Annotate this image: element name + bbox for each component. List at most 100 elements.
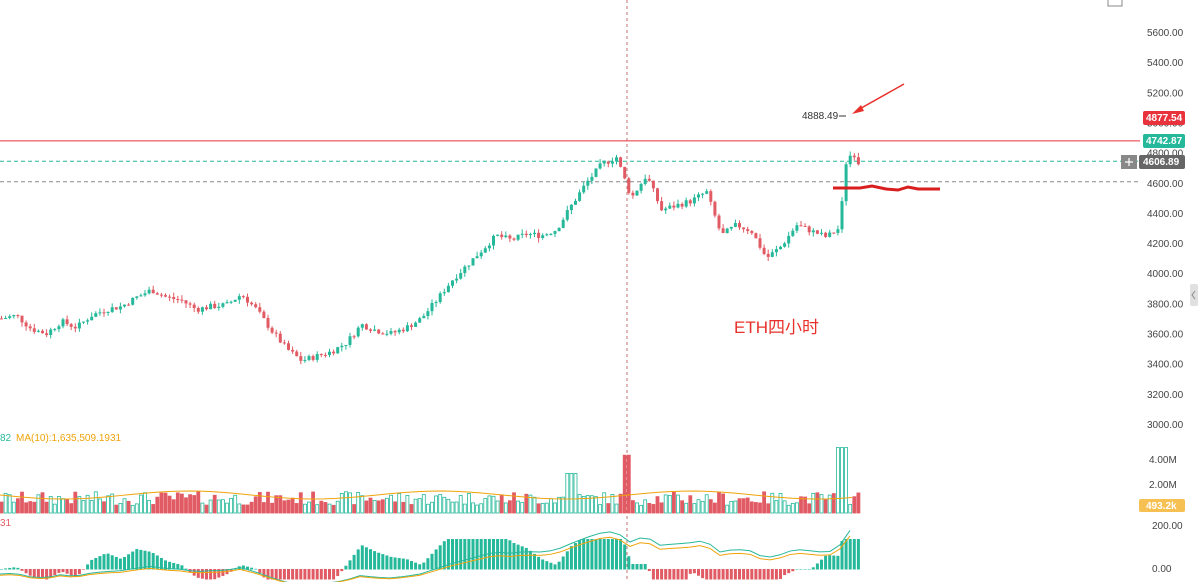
volume-bar bbox=[253, 496, 258, 514]
candle-body bbox=[168, 296, 172, 298]
candle-body bbox=[258, 307, 262, 312]
volume-bar bbox=[52, 503, 57, 514]
macd-bar bbox=[746, 569, 750, 580]
volume-value-tag bbox=[1139, 499, 1185, 512]
volume-bar bbox=[229, 498, 234, 514]
macd-bar bbox=[418, 564, 422, 570]
volume-ma-line bbox=[0, 490, 853, 500]
candle-body bbox=[143, 293, 147, 296]
candle-body bbox=[200, 307, 204, 312]
volume-bar bbox=[680, 500, 684, 514]
macd-bar bbox=[49, 569, 53, 578]
macd-bar bbox=[8, 567, 12, 570]
macd-bar bbox=[557, 561, 561, 570]
macd-bar bbox=[20, 569, 24, 571]
candle-body bbox=[69, 324, 73, 327]
volume-bar bbox=[466, 493, 471, 514]
volume-bar bbox=[413, 498, 418, 514]
volume-bar bbox=[307, 501, 311, 514]
volume-bar bbox=[401, 501, 406, 514]
volume-bar bbox=[114, 504, 119, 514]
candle-body bbox=[274, 332, 278, 334]
price-tick-label: 3000.00 bbox=[1147, 420, 1184, 431]
candle-body bbox=[709, 191, 713, 202]
volume-bar bbox=[434, 495, 439, 514]
volume-bar bbox=[216, 499, 221, 514]
volume-bar bbox=[520, 502, 525, 514]
volume-bar bbox=[659, 502, 664, 514]
candle-body bbox=[615, 157, 618, 162]
macd-bar bbox=[656, 569, 659, 580]
candle-body bbox=[553, 231, 557, 234]
candle-body bbox=[373, 329, 377, 331]
edge-handle-icon[interactable] bbox=[1190, 284, 1198, 306]
candle-body bbox=[725, 228, 729, 234]
candle-body bbox=[496, 234, 500, 236]
candle-body bbox=[49, 329, 53, 336]
macd-bar bbox=[803, 569, 807, 570]
macd-bar bbox=[799, 569, 803, 570]
volume-bar bbox=[98, 498, 102, 514]
corner-icon[interactable] bbox=[1107, 0, 1123, 7]
cursor-price-tag-text: 4606.89 bbox=[1143, 157, 1180, 168]
macd-dea-line bbox=[0, 535, 851, 586]
candle-body bbox=[213, 303, 217, 308]
macd-bar bbox=[311, 569, 315, 580]
macd-bar bbox=[668, 569, 672, 580]
macd-bar bbox=[213, 569, 217, 580]
candle-body bbox=[8, 316, 12, 318]
macd-bar bbox=[114, 556, 118, 570]
macd-bar bbox=[471, 539, 475, 570]
candle-body bbox=[90, 316, 94, 321]
macd-bar bbox=[815, 563, 819, 570]
macd-bar bbox=[713, 569, 717, 580]
candle-body bbox=[114, 307, 118, 310]
volume-bar bbox=[713, 502, 717, 514]
candle-body bbox=[385, 333, 389, 335]
volume-bar bbox=[532, 496, 537, 514]
candle-body bbox=[360, 324, 364, 328]
candle-body bbox=[733, 223, 737, 227]
candle-body bbox=[241, 296, 245, 298]
volume-bar bbox=[393, 501, 398, 514]
volume-bar bbox=[331, 504, 336, 514]
candle-body bbox=[20, 315, 24, 323]
macd-bar bbox=[0, 569, 3, 570]
volume-bar bbox=[147, 500, 152, 514]
macd-bar bbox=[807, 569, 811, 570]
macd-bar bbox=[537, 556, 541, 570]
volume-bar bbox=[667, 494, 672, 514]
macd-bar bbox=[623, 544, 627, 570]
macd-bar bbox=[143, 550, 147, 570]
volume-bar bbox=[799, 496, 803, 514]
candle-body bbox=[344, 344, 348, 346]
macd-bar bbox=[176, 564, 180, 570]
volume-ma-label: MA(10):1,635,509.1931 bbox=[16, 433, 122, 444]
macd-bar bbox=[586, 539, 590, 570]
candle-body bbox=[205, 307, 208, 310]
macd-bar bbox=[332, 569, 336, 580]
volume-bar bbox=[594, 496, 598, 514]
candle-body bbox=[512, 238, 516, 240]
candle-body bbox=[610, 161, 614, 164]
current-price-tag bbox=[1143, 134, 1185, 148]
price-tick-label: 5600.00 bbox=[1147, 28, 1184, 39]
price-tick-label: 4000.00 bbox=[1147, 269, 1184, 280]
volume-bar bbox=[766, 503, 771, 514]
volume-bar bbox=[557, 496, 561, 514]
volume-bar bbox=[528, 494, 533, 514]
candle-body bbox=[4, 317, 8, 319]
macd-bar bbox=[241, 565, 245, 570]
price-tick-label: 5200.00 bbox=[1147, 88, 1184, 99]
macd-bar bbox=[385, 555, 389, 570]
volume-bar bbox=[622, 454, 627, 514]
volume-bar bbox=[425, 503, 430, 514]
volume-bar bbox=[241, 504, 246, 514]
candle-body bbox=[791, 230, 795, 236]
volume-bar bbox=[311, 491, 316, 514]
volume-bar bbox=[102, 501, 106, 514]
candle-body bbox=[196, 308, 200, 312]
candle-body bbox=[164, 295, 167, 297]
volume-bar bbox=[770, 492, 775, 514]
